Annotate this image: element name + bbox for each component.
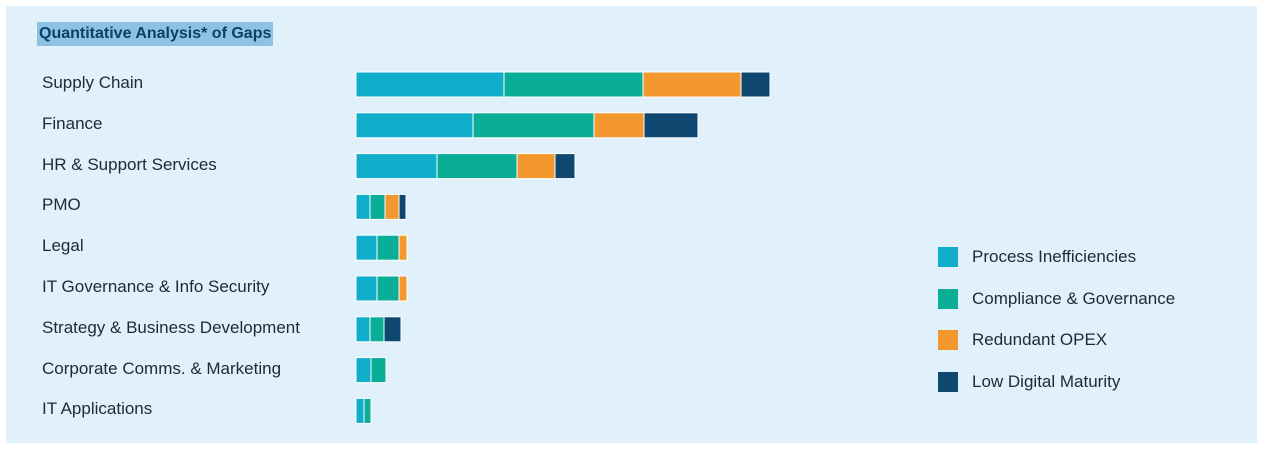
bar-segment — [355, 193, 371, 220]
category-label: Legal — [42, 236, 84, 256]
legend-swatch — [938, 247, 958, 267]
bar-segment — [398, 275, 408, 302]
bar-segment — [369, 193, 386, 220]
bar-segment — [398, 193, 407, 220]
bar-segment — [740, 71, 771, 98]
bar-segment — [355, 153, 438, 180]
bar-segment — [355, 357, 372, 384]
bar-segment — [398, 234, 408, 261]
bar-segment — [355, 112, 474, 139]
bar-segment — [436, 153, 518, 180]
legend-swatch — [938, 330, 958, 351]
legend-label: Redundant OPEX — [972, 330, 1108, 350]
category-label: IT Governance & Info Security — [42, 277, 270, 296]
bar-segment — [369, 316, 385, 343]
bar-segment — [376, 234, 400, 261]
bar-segment — [370, 357, 387, 384]
legend-label: Compliance & Governance — [972, 288, 1176, 308]
category-label: Supply Chain — [42, 73, 144, 92]
bar-segment — [355, 397, 365, 424]
legend-label: Low Digital Maturity — [972, 371, 1121, 391]
bar-segment — [643, 112, 699, 139]
bar-segment — [376, 275, 400, 302]
bar-segment — [383, 316, 402, 343]
legend-swatch — [938, 288, 958, 309]
bar-segment — [472, 112, 595, 139]
bar-segment — [355, 316, 371, 343]
bar-segment — [554, 153, 576, 180]
bar-segment — [516, 153, 556, 180]
bar-segment — [355, 71, 505, 98]
bar-segment — [593, 112, 645, 139]
legend-label: Process Inefficiencies — [972, 247, 1137, 266]
legend-swatch — [938, 371, 958, 392]
category-label: IT Applications — [42, 399, 153, 419]
category-label: Corporate Comms. & Marketing — [42, 358, 282, 378]
category-label: PMO — [42, 195, 81, 215]
category-label: HR & Support Services — [42, 154, 217, 174]
bar-segment — [363, 397, 372, 424]
category-label: Strategy & Business Development — [42, 317, 300, 337]
bar-segment — [642, 71, 742, 98]
bar-segment — [384, 193, 400, 220]
bar-segment — [503, 71, 644, 98]
bar-segment — [355, 275, 378, 302]
chart-title: Quantitative Analysis* of Gaps — [37, 22, 274, 46]
bar-segment — [355, 234, 378, 261]
category-label: Finance — [42, 113, 103, 133]
